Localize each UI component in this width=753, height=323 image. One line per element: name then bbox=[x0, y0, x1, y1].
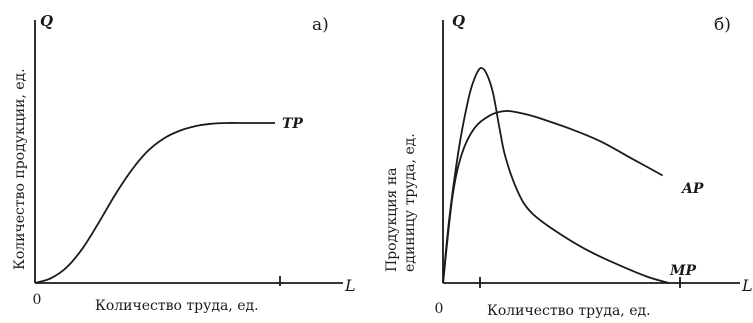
series-line-tp bbox=[34, 122, 275, 284]
y-axis-symbol: Q bbox=[40, 12, 53, 30]
series-line-ap bbox=[442, 110, 664, 284]
x-axis-symbol: L bbox=[344, 276, 356, 295]
y-axis-label-line1: Продукция на bbox=[384, 167, 400, 272]
x-axis-symbol: L bbox=[741, 276, 753, 295]
origin-label: 0 bbox=[33, 292, 42, 308]
y-axis-label-line2: единицу труда, ед. bbox=[402, 133, 418, 272]
panel-label: б) bbox=[714, 15, 731, 35]
series-group: MP AP bbox=[442, 67, 704, 284]
y-axis-symbol: Q bbox=[452, 12, 465, 30]
series-line-mp bbox=[442, 67, 670, 284]
series-group: TP bbox=[34, 116, 303, 284]
panel-a: TP Q а) L 0 Количество труда, ед. Количе… bbox=[12, 12, 356, 314]
panel-b: MP AP Q б) L 0 Количество труда, ед. Прод… bbox=[384, 12, 753, 319]
x-axis-label: Количество труда, ед. bbox=[487, 303, 651, 319]
x-axis-label: Количество труда, ед. bbox=[95, 298, 259, 314]
series-label-mp: MP bbox=[669, 263, 696, 279]
y-axis-label: Количество продукции, ед. bbox=[12, 68, 28, 270]
origin-label: 0 bbox=[435, 301, 444, 317]
series-label-tp: TP bbox=[282, 116, 303, 132]
series-label-ap: AP bbox=[680, 181, 704, 197]
panel-label: а) bbox=[312, 15, 329, 35]
